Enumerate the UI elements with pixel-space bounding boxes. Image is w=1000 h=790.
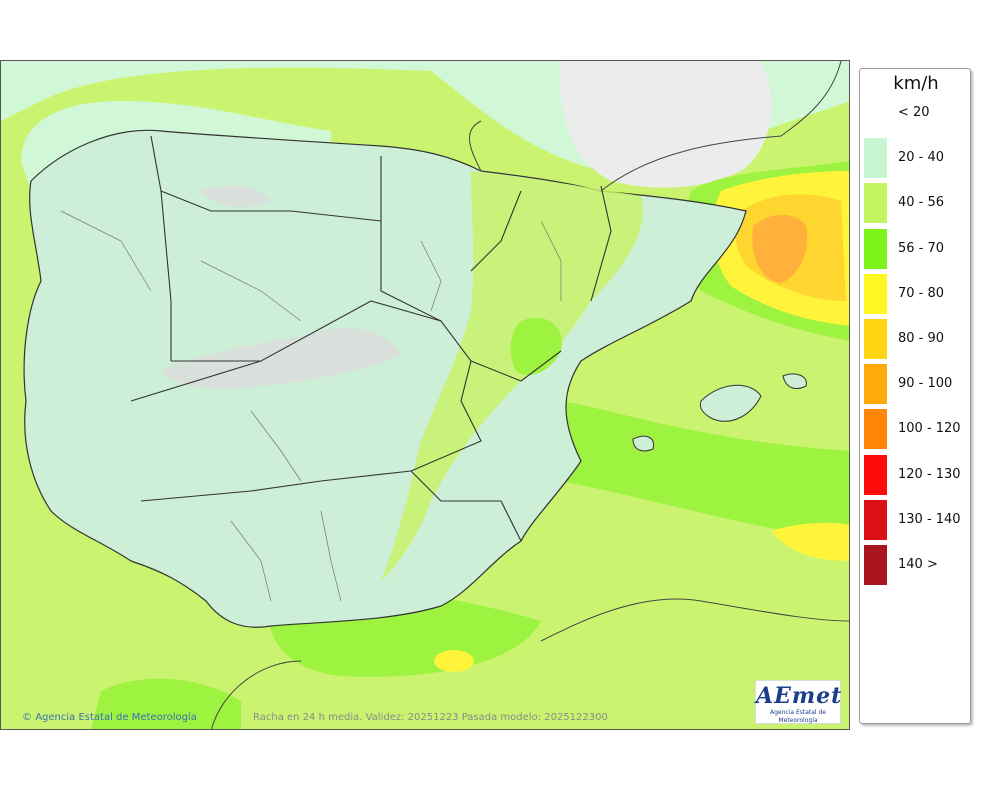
legend-swatch bbox=[864, 93, 887, 133]
legend-swatch bbox=[864, 228, 887, 269]
legend-label: 120 - 130 bbox=[898, 466, 961, 482]
legend-label: 70 - 80 bbox=[898, 285, 945, 301]
legend-swatch bbox=[864, 499, 887, 540]
legend-label: 140 > bbox=[898, 557, 938, 572]
legend-label: 130 - 140 bbox=[898, 511, 961, 527]
copyright-icon: © bbox=[22, 712, 32, 723]
legend-swatch bbox=[864, 319, 887, 359]
legend-swatch bbox=[864, 183, 887, 224]
field-56-70-sw bbox=[91, 678, 241, 729]
legend-item: 20 - 40 bbox=[864, 138, 968, 179]
legend-item: 56 - 70 bbox=[864, 228, 968, 269]
legend-label: < 20 bbox=[898, 105, 930, 120]
field-70-80-se bbox=[771, 522, 849, 561]
legend-item: < 20 bbox=[864, 93, 968, 133]
wind-gust-map bbox=[0, 60, 850, 730]
field-90-100 bbox=[752, 214, 808, 283]
legend-item: 80 - 90 bbox=[864, 319, 968, 359]
legend-item: 120 - 130 bbox=[864, 454, 968, 495]
field-56-70-med bbox=[561, 401, 849, 541]
coastline-africa bbox=[211, 598, 849, 729]
legend-swatch bbox=[864, 454, 887, 495]
legend-swatch bbox=[864, 545, 887, 585]
validity-note: Racha en 24 h media. Validez: 20251223 P… bbox=[253, 712, 608, 723]
island-mallorca bbox=[699, 384, 762, 422]
credit-text: Agencia Estatal de Meteorología bbox=[35, 712, 197, 723]
no-data-area bbox=[560, 61, 772, 188]
coastline-north bbox=[468, 61, 842, 192]
legend-swatch bbox=[864, 138, 887, 179]
copyright-credit: © Agencia Estatal de Meteorología bbox=[22, 712, 197, 723]
legend-label: 20 - 40 bbox=[898, 150, 945, 166]
land-40-56 bbox=[381, 171, 643, 581]
legend-label: 56 - 70 bbox=[898, 240, 945, 256]
legend-panel: km/h < 20 20 - 40 40 - 56 56 - 70 70 - 80 80 … bbox=[859, 68, 971, 724]
legend-swatch bbox=[864, 364, 887, 405]
region-borders bbox=[130, 135, 612, 542]
legend-item: 90 - 100 bbox=[864, 364, 968, 405]
legend-label: 80 - 90 bbox=[898, 331, 945, 346]
legend-label: 40 - 56 bbox=[898, 195, 945, 211]
legend-item: 40 - 56 bbox=[864, 183, 968, 224]
logo-subtitle: Agencia Estatal de Meteorología bbox=[769, 709, 826, 724]
legend-swatch bbox=[864, 409, 887, 450]
legend-item: 140 > bbox=[864, 545, 968, 585]
logo-mark: AEmet bbox=[756, 683, 843, 709]
province-borders bbox=[60, 210, 562, 602]
legend-swatch bbox=[864, 273, 887, 314]
relief-north bbox=[201, 185, 271, 208]
island-menorca bbox=[782, 373, 807, 389]
legend-item: 130 - 140 bbox=[864, 499, 968, 540]
aemet-logo: AEmet Agencia Estatal de Meteorología bbox=[755, 680, 841, 724]
legend-item: 100 - 120 bbox=[864, 409, 968, 450]
legend-label: 100 - 120 bbox=[898, 421, 961, 437]
legend-title: km/h bbox=[893, 73, 939, 94]
legend-label: 90 - 100 bbox=[898, 376, 953, 392]
island-ibiza bbox=[632, 435, 655, 452]
legend-item: 70 - 80 bbox=[864, 273, 968, 314]
field-70-80-alboran bbox=[434, 650, 474, 672]
map-canvas bbox=[1, 61, 849, 729]
